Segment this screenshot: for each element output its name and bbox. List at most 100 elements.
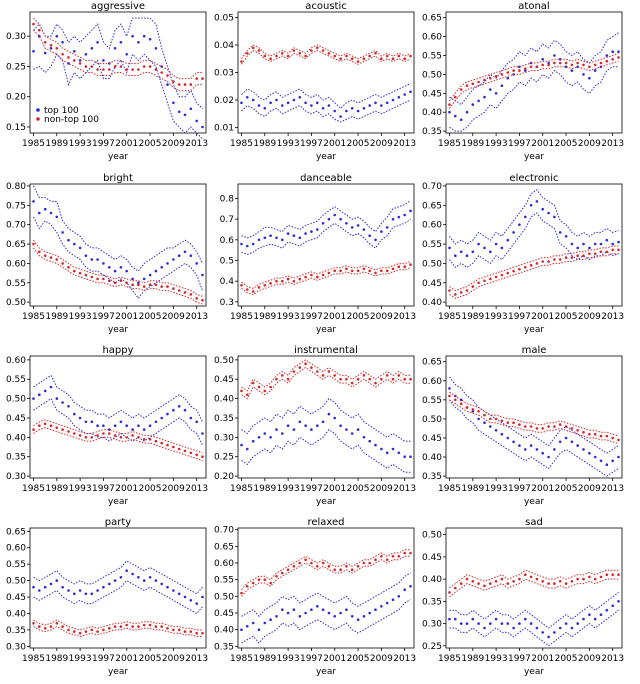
legend-label: non-top 100 (44, 115, 99, 125)
top100-point (500, 622, 504, 625)
top100-ci-lower (449, 66, 619, 132)
x-tick-label: 2009 (370, 654, 393, 664)
top100-ci-lower (33, 216, 203, 300)
x-tick-label: 2001 (115, 654, 138, 664)
nontop-point (61, 428, 64, 431)
nontop-point (512, 580, 515, 583)
nontop-point (345, 267, 348, 271)
top100-point (189, 107, 193, 111)
y-tick-label: 0.60 (422, 33, 442, 43)
top100-point (148, 273, 152, 277)
x-tick-label: 2013 (185, 312, 208, 322)
nontop-point (409, 551, 412, 555)
top100-point (512, 231, 515, 234)
top100-point (570, 626, 574, 630)
nontop-point (582, 63, 585, 67)
nontop-point (535, 65, 539, 69)
top100-point (553, 448, 556, 451)
nontop-point (201, 631, 204, 635)
nontop-point (148, 438, 152, 441)
nontop-point (55, 47, 59, 50)
x-tick-label: 2013 (185, 139, 208, 149)
x-tick-label: 2013 (185, 654, 208, 664)
top100-point (374, 101, 377, 105)
top100-point (148, 424, 152, 428)
nontop-point (339, 269, 342, 273)
x-tick-label: 2013 (601, 312, 624, 322)
y-tick-label: 0.5 (220, 257, 234, 267)
top100-point (108, 428, 111, 431)
nontop-point (333, 269, 337, 273)
x-tick-label: 2013 (601, 654, 624, 664)
nontop-point (240, 284, 243, 287)
nontop-point (368, 54, 372, 58)
top100-point (553, 54, 556, 57)
y-tick-label: 0.50 (422, 531, 442, 541)
x-axis-label: year (524, 325, 544, 335)
top100-point (310, 230, 313, 233)
nontop-point (292, 279, 296, 283)
top100-point (605, 238, 609, 242)
top100-point (558, 58, 562, 61)
y-tick-label: 0.35 (214, 414, 234, 424)
top100-ci-upper (33, 560, 203, 595)
nontop-point (90, 65, 94, 68)
nontop-point (547, 582, 550, 585)
top100-point (327, 217, 331, 221)
x-tick-label: 1985 (22, 654, 45, 664)
nontop-point (512, 69, 515, 72)
x-tick-label: 1993 (277, 312, 300, 322)
nontop-point (310, 273, 313, 277)
y-tick-label: 0.02 (214, 96, 234, 106)
nontop-point (494, 417, 498, 421)
top100-point (385, 451, 389, 455)
nontop-point (605, 573, 609, 576)
nontop-point (489, 277, 492, 281)
nontop-point (113, 281, 117, 285)
nontop-point (356, 565, 360, 568)
top100-point (251, 242, 255, 246)
x-tick-label: 2001 (115, 484, 138, 494)
nontop-ci-lower (241, 366, 411, 400)
top100-point (131, 428, 134, 431)
x-tick-label: 1997 (300, 654, 323, 664)
top100-point (84, 53, 88, 56)
top100-point (506, 76, 510, 80)
nontop-point (409, 54, 412, 58)
top100-point (131, 34, 134, 38)
nontop-point (362, 267, 366, 271)
y-tick-label: 0.70 (214, 526, 234, 536)
y-tick-label: 0.25 (422, 642, 442, 652)
top100-ci-upper (33, 374, 203, 423)
top100-point (316, 605, 319, 608)
x-tick-label: 2005 (139, 312, 162, 322)
subplot-title: party (105, 517, 132, 528)
top100-point (55, 34, 59, 38)
nontop-point (78, 62, 82, 65)
top100-point (391, 217, 395, 221)
nontop-point (201, 298, 204, 302)
top100-point (286, 424, 290, 428)
x-tick-label: 1985 (438, 139, 461, 149)
nontop-point (483, 279, 486, 283)
nontop-point (529, 425, 533, 428)
nontop-point (84, 273, 88, 277)
y-tick-label: 0.50 (422, 415, 442, 425)
top100-point (362, 107, 366, 110)
subplot-title: relaxed (307, 517, 344, 528)
top100-ci-lower (241, 428, 411, 473)
top100-point (403, 213, 407, 217)
top100-point (38, 211, 41, 215)
top100-point (281, 238, 284, 242)
nontop-point (471, 82, 475, 86)
top100-point (459, 250, 463, 254)
nontop-point (154, 283, 158, 287)
x-tick-label: 1989 (253, 484, 276, 494)
nontop-ci-upper (33, 619, 203, 631)
nontop-point (281, 52, 284, 55)
top100-point (78, 416, 82, 420)
subplot-instrumental: instrumental year 1985 1989 1993 1997 2001 2005… (214, 345, 416, 507)
x-tick-label: 2009 (578, 484, 601, 494)
